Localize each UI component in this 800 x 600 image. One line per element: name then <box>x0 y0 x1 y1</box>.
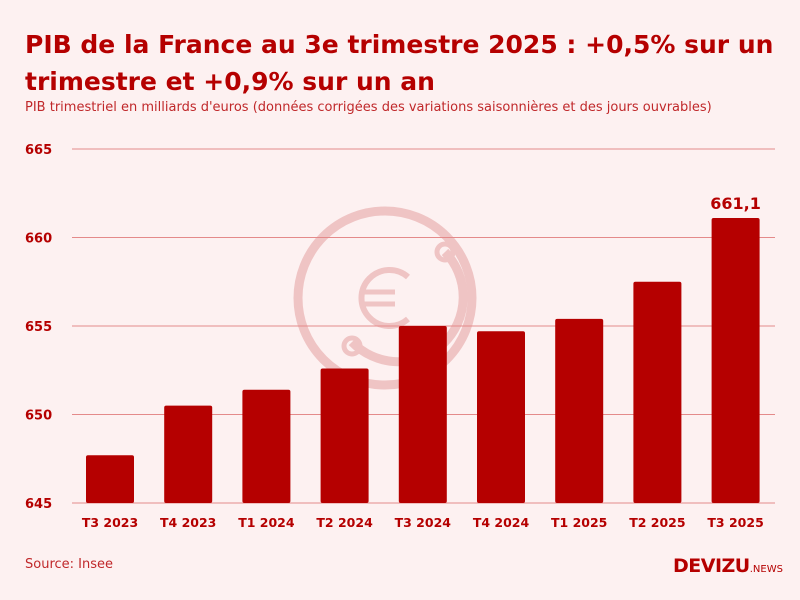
data-label: 661,1 <box>710 194 761 213</box>
source-note: Source: Insee <box>25 557 114 572</box>
x-tick-label: T3 2024 <box>395 515 452 530</box>
bar <box>711 218 760 503</box>
bar <box>86 455 134 503</box>
bar <box>320 368 369 503</box>
x-tick-label: T4 2024 <box>473 515 530 530</box>
y-tick-label: 650 <box>25 409 52 424</box>
chart-title: PIB de la France au 3e trimestre 2025 : … <box>25 30 774 96</box>
x-tick-label: T3 2025 <box>707 515 763 530</box>
devizu-logo: DEVIZU.NEWS <box>673 555 783 577</box>
bar <box>477 331 525 503</box>
bar <box>164 405 213 503</box>
bar <box>555 318 604 503</box>
x-tick-label: T1 2025 <box>551 515 607 530</box>
chart-subtitle: PIB trimestriel en milliards d'euros (do… <box>25 100 712 115</box>
x-tick-label: T2 2024 <box>316 515 373 530</box>
y-tick-label: 665 <box>25 143 52 158</box>
x-tick-label: T3 2023 <box>82 515 138 530</box>
x-tick-label: T2 2025 <box>629 515 685 530</box>
bar <box>633 281 682 503</box>
y-tick-label: 645 <box>25 497 52 512</box>
bar <box>398 326 447 503</box>
logo-suffix: .NEWS <box>749 564 783 575</box>
logo-main: DEVIZU <box>673 555 750 577</box>
y-tick-label: 655 <box>25 320 52 335</box>
y-tick-label: 660 <box>25 232 52 247</box>
x-tick-label: T4 2023 <box>160 515 216 530</box>
x-tick-label: T1 2024 <box>238 515 295 530</box>
bar <box>242 389 291 503</box>
